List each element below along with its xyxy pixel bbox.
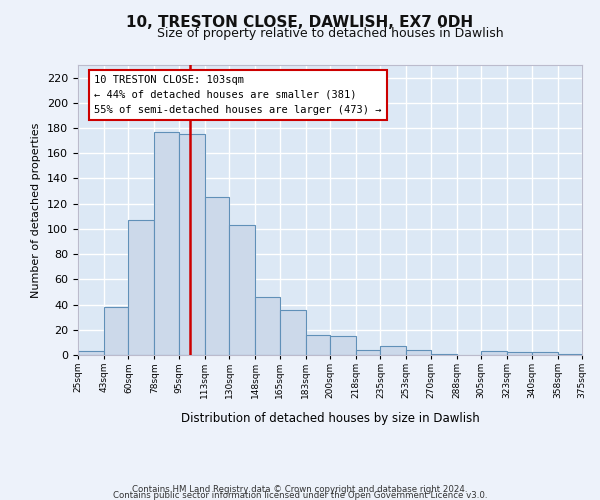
Bar: [179, 134, 205, 355]
Bar: [507, 352, 532, 355]
Bar: [356, 350, 380, 355]
Text: 10 TRESTON CLOSE: 103sqm
← 44% of detached houses are smaller (381)
55% of semi-: 10 TRESTON CLOSE: 103sqm ← 44% of detach…: [94, 75, 382, 114]
Bar: [255, 297, 280, 355]
Bar: [305, 335, 330, 355]
Bar: [380, 346, 406, 355]
Y-axis label: Number of detached properties: Number of detached properties: [31, 122, 41, 298]
Bar: [431, 354, 457, 355]
Text: 10, TRESTON CLOSE, DAWLISH, EX7 0DH: 10, TRESTON CLOSE, DAWLISH, EX7 0DH: [127, 15, 473, 30]
Bar: [205, 198, 229, 355]
X-axis label: Distribution of detached houses by size in Dawlish: Distribution of detached houses by size …: [181, 412, 479, 425]
Title: Size of property relative to detached houses in Dawlish: Size of property relative to detached ho…: [157, 27, 503, 40]
Bar: [128, 220, 154, 355]
Bar: [532, 352, 557, 355]
Bar: [78, 351, 104, 355]
Bar: [557, 354, 582, 355]
Bar: [406, 350, 431, 355]
Bar: [229, 225, 255, 355]
Bar: [154, 132, 179, 355]
Bar: [330, 336, 356, 355]
Bar: [280, 310, 305, 355]
Bar: [481, 351, 507, 355]
Text: Contains HM Land Registry data © Crown copyright and database right 2024.: Contains HM Land Registry data © Crown c…: [132, 484, 468, 494]
Bar: [104, 307, 128, 355]
Text: Contains public sector information licensed under the Open Government Licence v3: Contains public sector information licen…: [113, 490, 487, 500]
